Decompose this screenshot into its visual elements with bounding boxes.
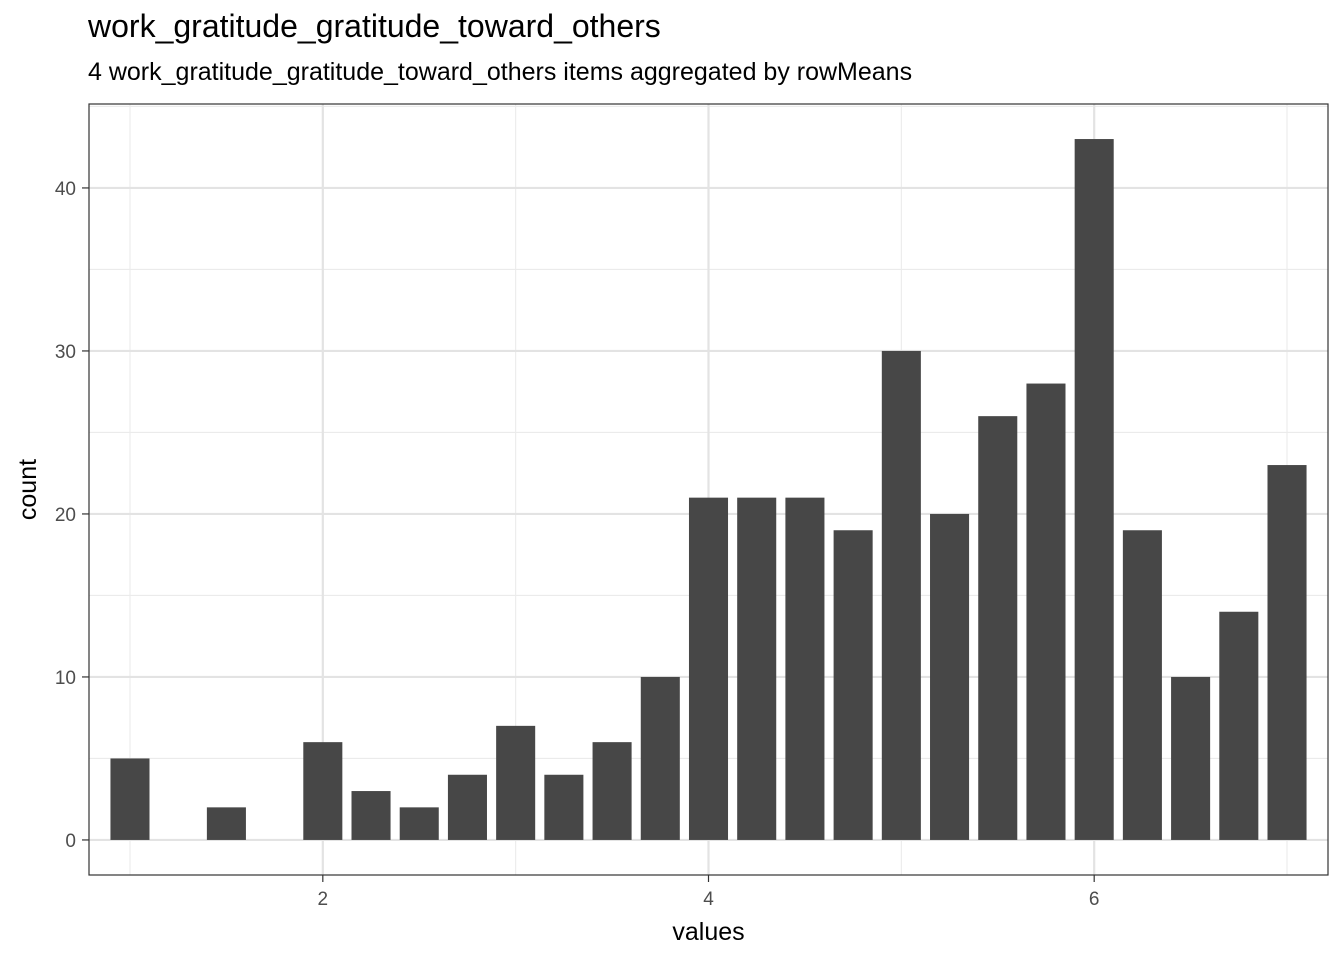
y-tick-label-0: 0 — [65, 831, 76, 852]
y-axis-title: count — [14, 459, 42, 520]
bar-10 — [688, 497, 729, 840]
x-axis-ticks: 2 4 6 — [318, 875, 1100, 910]
bar-3 — [351, 791, 391, 840]
x-axis-title: values — [672, 918, 744, 946]
bar-1 — [206, 807, 246, 840]
x-tick-label-0: 2 — [318, 889, 329, 910]
y-axis-ticks: 0 10 20 30 40 — [55, 179, 89, 852]
bar-20 — [1171, 676, 1211, 840]
bar-14 — [881, 350, 921, 840]
bar-18 — [1074, 139, 1114, 840]
bar-22 — [1267, 465, 1307, 840]
bar-16 — [978, 416, 1018, 840]
bar-17 — [1026, 383, 1066, 840]
bar-15 — [930, 513, 970, 840]
bar-12 — [785, 497, 825, 840]
bar-21 — [1219, 611, 1259, 840]
y-tick-label-2: 20 — [55, 505, 76, 526]
y-tick-label-3: 30 — [55, 342, 76, 363]
bar-9 — [640, 676, 680, 840]
x-tick-label-2: 6 — [1089, 889, 1100, 910]
y-tick-label-1: 10 — [55, 668, 76, 689]
chart-title: work_gratitude_gratitude_toward_others — [88, 8, 661, 44]
y-tick-label-4: 40 — [55, 179, 76, 200]
bar-8 — [592, 742, 632, 840]
bar-2 — [303, 742, 343, 840]
chart-subtitle: 4 work_gratitude_gratitude_toward_others… — [88, 58, 913, 86]
x-tick-label-1: 4 — [703, 889, 714, 910]
bar-11 — [737, 497, 777, 840]
bar-5 — [447, 774, 487, 840]
bar-13 — [833, 530, 873, 840]
bar-7 — [544, 774, 584, 840]
bar-19 — [1122, 530, 1162, 840]
bar-0 — [110, 758, 150, 840]
bar-6 — [496, 725, 536, 840]
bars — [110, 139, 1307, 840]
bar-4 — [399, 807, 439, 840]
